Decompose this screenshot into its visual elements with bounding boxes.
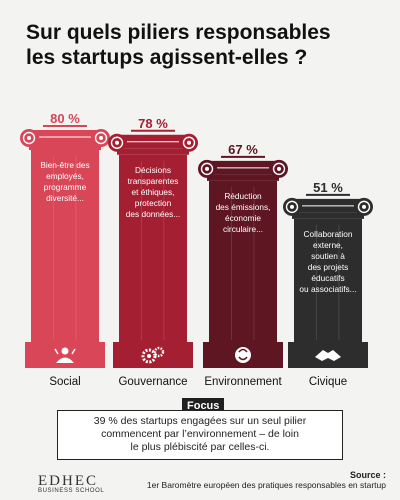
pillar-base <box>113 342 193 368</box>
source-note: Source : 1er Baromètre européen des prat… <box>147 470 386 490</box>
value-label: 51 % <box>313 180 343 195</box>
category-label: Social <box>49 376 80 388</box>
value-underline <box>43 125 87 127</box>
capital-icon <box>20 129 110 150</box>
description-line: des émissions, <box>216 202 271 212</box>
volute-spiral <box>94 131 108 145</box>
description-line: ou associatifs... <box>299 284 356 294</box>
logo-main: EDHEC <box>38 473 98 489</box>
volute-eye <box>187 140 191 145</box>
volute-eye <box>27 136 31 140</box>
title-line-2: les startups agissent-elles ? <box>26 46 308 69</box>
description-line: des projets <box>308 262 349 272</box>
handshake-icon <box>315 350 341 361</box>
bar <box>209 180 277 342</box>
volute-spiral <box>182 136 196 149</box>
category-label: Gouvernance <box>118 376 187 388</box>
capital-echinus <box>117 148 189 155</box>
focus-line-2: commencent par l’environnement – de loin <box>101 428 299 440</box>
category-label: Environnement <box>204 376 282 388</box>
capital-echinus <box>29 144 101 150</box>
edhec-logo: EDHEC BUSINESS SCHOOL <box>38 473 105 495</box>
value-underline <box>221 155 265 158</box>
description-line: et éthiques, <box>132 187 175 197</box>
description-line: circulaire... <box>223 224 263 234</box>
volute-eye <box>205 166 209 171</box>
volute-eye <box>362 204 366 209</box>
description-line: employés, <box>46 171 84 181</box>
volute-eye <box>290 204 294 209</box>
description-line: éducatifs <box>311 273 344 283</box>
description-line: Bien-être des <box>40 160 89 170</box>
volute-spiral <box>110 136 124 149</box>
volute-spiral <box>272 162 286 176</box>
capital-icon <box>283 197 373 219</box>
value-underline <box>306 193 350 196</box>
source-label: Source : <box>349 470 386 480</box>
bar <box>119 154 187 342</box>
capital-icon <box>198 159 288 181</box>
description-line: des données... <box>126 209 180 219</box>
focus-line-3: le plus plébiscité par celles-ci. <box>130 441 270 453</box>
capital-icon <box>108 133 198 155</box>
description-line: soutien à <box>311 251 345 261</box>
pillar-social: 80 % Bien-être desemployés,programmediver… <box>20 111 110 388</box>
focus-line-1: 39 % des startups engagées sur un seul p… <box>93 415 307 427</box>
value-label: 78 % <box>138 116 168 131</box>
gears-icon <box>141 346 165 364</box>
volute-spiral <box>285 200 299 214</box>
description-line: économie <box>225 213 261 223</box>
description-line: protection <box>135 198 172 208</box>
description-line: Réduction <box>224 191 262 201</box>
category-label: Civique <box>309 376 347 388</box>
bar <box>31 150 99 342</box>
description-line: transparentes <box>128 176 179 186</box>
volute-eye <box>277 166 281 171</box>
source-text: 1er Baromètre européen des pratiques res… <box>146 480 386 490</box>
focus-box: 39 % des startups engagées sur un seul p… <box>57 410 343 460</box>
volute-eye <box>99 136 103 140</box>
description-line: diversité... <box>46 193 84 203</box>
value-underline <box>131 129 175 132</box>
description-line: Décisions <box>135 165 171 175</box>
value-label: 80 % <box>50 111 80 126</box>
volute-eye <box>115 140 119 145</box>
pillar-base <box>25 342 105 368</box>
value-label: 67 % <box>228 142 258 157</box>
description-line: programme <box>44 182 87 192</box>
people-hands-icon <box>54 347 76 363</box>
recycle-globe-icon <box>235 347 251 363</box>
focus-label: Focus <box>182 398 225 413</box>
capital-echinus <box>292 212 364 219</box>
chart-title: Sur quels piliers responsables les start… <box>26 20 386 70</box>
description-line: externe, <box>313 240 343 250</box>
volute-spiral <box>357 200 371 214</box>
volute-spiral <box>22 131 36 145</box>
description-line: Collaboration <box>304 229 353 239</box>
bar <box>294 218 362 342</box>
capital-echinus <box>207 174 279 181</box>
volute-spiral <box>200 162 214 176</box>
logo-sub: BUSINESS SCHOOL <box>38 488 105 494</box>
title-line-1: Sur quels piliers responsables <box>26 21 331 44</box>
